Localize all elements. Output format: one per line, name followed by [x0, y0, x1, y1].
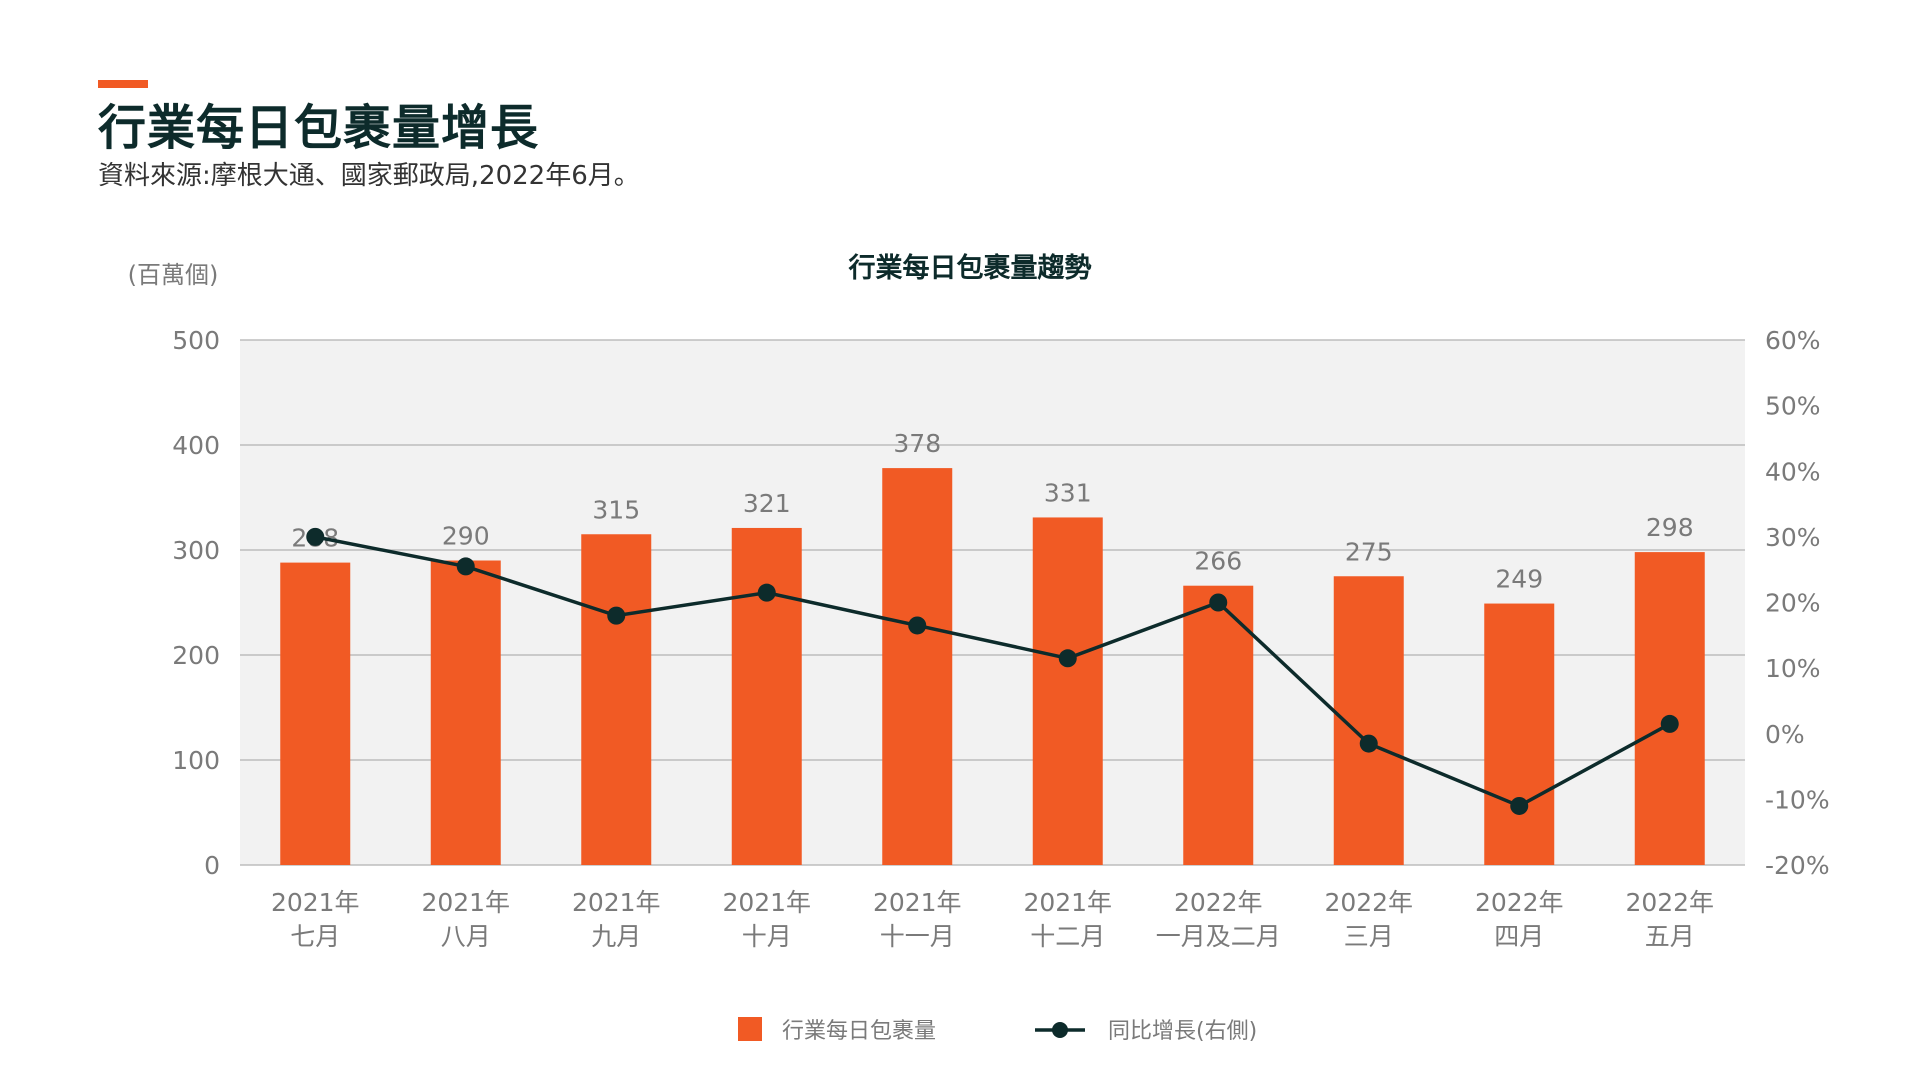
bar-data-label: 378 — [893, 429, 941, 458]
y-right-tick-label: 20% — [1765, 589, 1821, 618]
y-axis-unit-label: (百萬個) — [128, 261, 219, 289]
growth-point — [908, 616, 927, 635]
y-right-tick-label: 0% — [1765, 720, 1805, 749]
bar-data-label: 331 — [1044, 478, 1092, 507]
bar — [1183, 585, 1254, 865]
legend-bar-label: 行業每日包裹量 — [782, 1019, 936, 1044]
y-left-tick-label: 400 — [172, 431, 220, 460]
page-subtitle: 資料來源:摩根大通、國家郵政局,2022年6月。 — [98, 161, 640, 191]
x-tick-label-year: 2021年 — [873, 888, 962, 917]
bar — [731, 527, 802, 865]
growth-point — [1209, 593, 1228, 612]
y-right-tick-label: 60% — [1765, 326, 1821, 355]
x-tick-label-year: 2021年 — [271, 888, 360, 917]
bar — [581, 534, 652, 865]
y-right-tick-label: -10% — [1765, 785, 1830, 814]
x-tick-label-year: 2022年 — [1324, 888, 1413, 917]
growth-point — [1660, 714, 1679, 733]
growth-point — [1058, 649, 1077, 668]
bar-data-label: 298 — [1646, 513, 1694, 542]
x-tick-label-month: 七月 — [290, 922, 340, 951]
legend-bar-swatch — [738, 1017, 762, 1041]
bar-data-label: 321 — [743, 489, 791, 518]
x-tick-label-year: 2021年 — [572, 888, 661, 917]
bar-data-label: 275 — [1345, 537, 1393, 566]
bar — [280, 562, 351, 865]
bar-data-label: 266 — [1194, 547, 1242, 576]
growth-point — [306, 527, 325, 546]
y-right-tick-label: 30% — [1765, 523, 1821, 552]
y-right-tick-label: 40% — [1765, 457, 1821, 486]
x-tick-label-month: 一月及二月 — [1156, 922, 1281, 951]
x-tick-label-year: 2021年 — [421, 888, 510, 917]
x-tick-label-year: 2022年 — [1625, 888, 1714, 917]
y-left-tick-label: 200 — [172, 641, 220, 670]
page-title: 行業每日包裹量增長 — [98, 100, 540, 156]
y-right-tick-label: -20% — [1765, 851, 1830, 880]
title-accent-bar — [98, 80, 148, 88]
x-tick-label-month: 十一月 — [880, 922, 955, 951]
x-tick-label-year: 2021年 — [1023, 888, 1112, 917]
y-left-tick-label: 0 — [204, 851, 220, 880]
x-tick-label-year: 2022年 — [1475, 888, 1564, 917]
bar — [1634, 552, 1705, 865]
growth-point — [456, 557, 475, 576]
bar — [1032, 517, 1103, 865]
x-tick-label-month: 十月 — [742, 922, 792, 951]
legend-line-label: 同比增長(右側) — [1108, 1019, 1257, 1044]
growth-point — [1359, 734, 1378, 753]
chart-title: 行業每日包裹量趨勢 — [848, 252, 1092, 284]
y-right-tick-label: 10% — [1765, 654, 1821, 683]
x-tick-label-year: 2021年 — [722, 888, 811, 917]
bar — [882, 468, 953, 865]
legend-line-marker — [1052, 1022, 1068, 1038]
growth-point — [607, 606, 626, 625]
bar-data-label: 315 — [592, 495, 640, 524]
x-tick-label-month: 三月 — [1344, 922, 1394, 951]
y-left-tick-label: 300 — [172, 536, 220, 565]
x-tick-label-year: 2022年 — [1174, 888, 1263, 917]
x-tick-label-month: 五月 — [1645, 922, 1695, 951]
growth-line — [314, 535, 1671, 808]
bar — [1484, 603, 1555, 865]
growth-point — [1510, 796, 1529, 815]
x-tick-label-month: 十二月 — [1030, 922, 1105, 951]
x-tick-label-month: 八月 — [441, 922, 491, 951]
y-left-tick-label: 500 — [172, 326, 220, 355]
y-left-tick-label: 100 — [172, 746, 220, 775]
bar-data-label: 290 — [442, 522, 490, 551]
x-tick-label-month: 九月 — [591, 922, 641, 951]
bar-data-label: 249 — [1495, 565, 1543, 594]
growth-point — [757, 583, 776, 602]
x-tick-label-month: 四月 — [1494, 922, 1544, 951]
bar — [430, 560, 501, 865]
chart-plot-layer: 0 100 200 300 400 500 -20% -10% 0% 10% 20% 30% 40% 50… — [172, 326, 1829, 1044]
y-right-tick-label: 50% — [1765, 392, 1821, 421]
